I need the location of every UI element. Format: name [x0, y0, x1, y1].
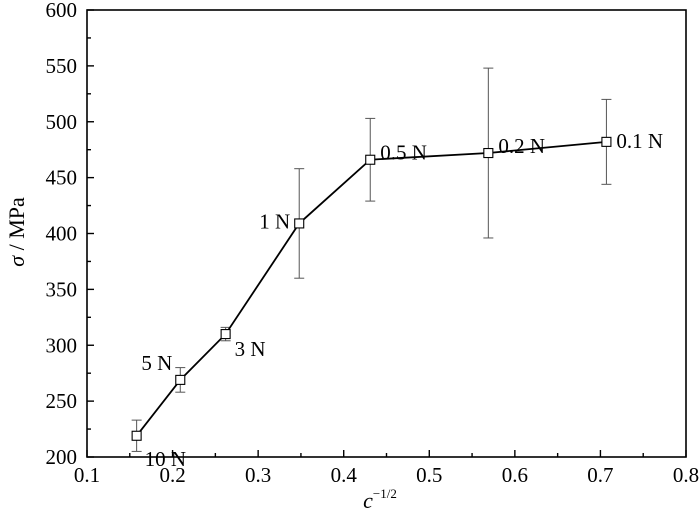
data-point-marker [220, 329, 231, 340]
plot-frame [86, 9, 687, 458]
data-point-label: 5 N [141, 351, 172, 375]
y-axis-title: σ / MPa [4, 197, 29, 267]
data-point-label: 3 N [235, 337, 266, 361]
x-tick-label: 0.3 [245, 463, 271, 487]
y-axis-title-symbol: σ [4, 255, 29, 267]
x-tick-label: 0.2 [159, 463, 185, 487]
x-tick-label: 0.4 [331, 463, 358, 487]
point-labels: 10 N 5 N 3 N 1 N 0.5 N 0.2 N 0.1 N [141, 129, 663, 471]
series-line-group [135, 141, 607, 437]
data-point-label: 0.2 N [498, 134, 545, 158]
y-tick-label: 450 [46, 166, 78, 190]
data-markers [131, 136, 612, 441]
y-tick-label: 300 [46, 333, 78, 357]
x-tick-label: 0.5 [416, 463, 442, 487]
x-tick-label: 0.8 [673, 463, 699, 487]
y-tick-label: 550 [46, 54, 78, 78]
data-point-marker [131, 430, 142, 441]
data-point-marker [365, 154, 376, 165]
y-tick-label: 600 [46, 0, 78, 22]
x-tick-label: 0.6 [502, 463, 528, 487]
data-point-marker [175, 374, 186, 385]
y-tick-label: 500 [46, 110, 78, 134]
x-axis-title-exponent: −1/2 [373, 486, 397, 501]
x-tick-label: 0.7 [587, 463, 613, 487]
plot-axes [86, 9, 687, 458]
data-point-marker [483, 147, 494, 159]
data-point-marker [294, 218, 305, 229]
x-axis-title: c−1/2 [363, 486, 397, 513]
y-tick-label: 250 [46, 389, 78, 413]
data-point-label: 0.5 N [380, 141, 427, 165]
error-bars [131, 67, 612, 452]
y-tick-label: 200 [46, 445, 78, 469]
data-point-marker [601, 136, 612, 147]
y-tick-label: 400 [46, 222, 78, 246]
data-point-label: 10 N [145, 447, 186, 471]
x-axis-title-main: c [363, 488, 373, 513]
series-line [135, 141, 607, 437]
x-tick-label: 0.1 [74, 463, 100, 487]
y-axis-title-unit: / MPa [4, 197, 29, 256]
y-tick-label: 350 [46, 277, 78, 301]
data-point-label: 1 N [259, 209, 290, 233]
data-point-label: 0.1 N [616, 129, 663, 153]
tick-labels: 0.1 0.2 0.3 0.4 0.5 0.6 0.7 0.8 200 250 300 350 400 4… [46, 0, 700, 487]
